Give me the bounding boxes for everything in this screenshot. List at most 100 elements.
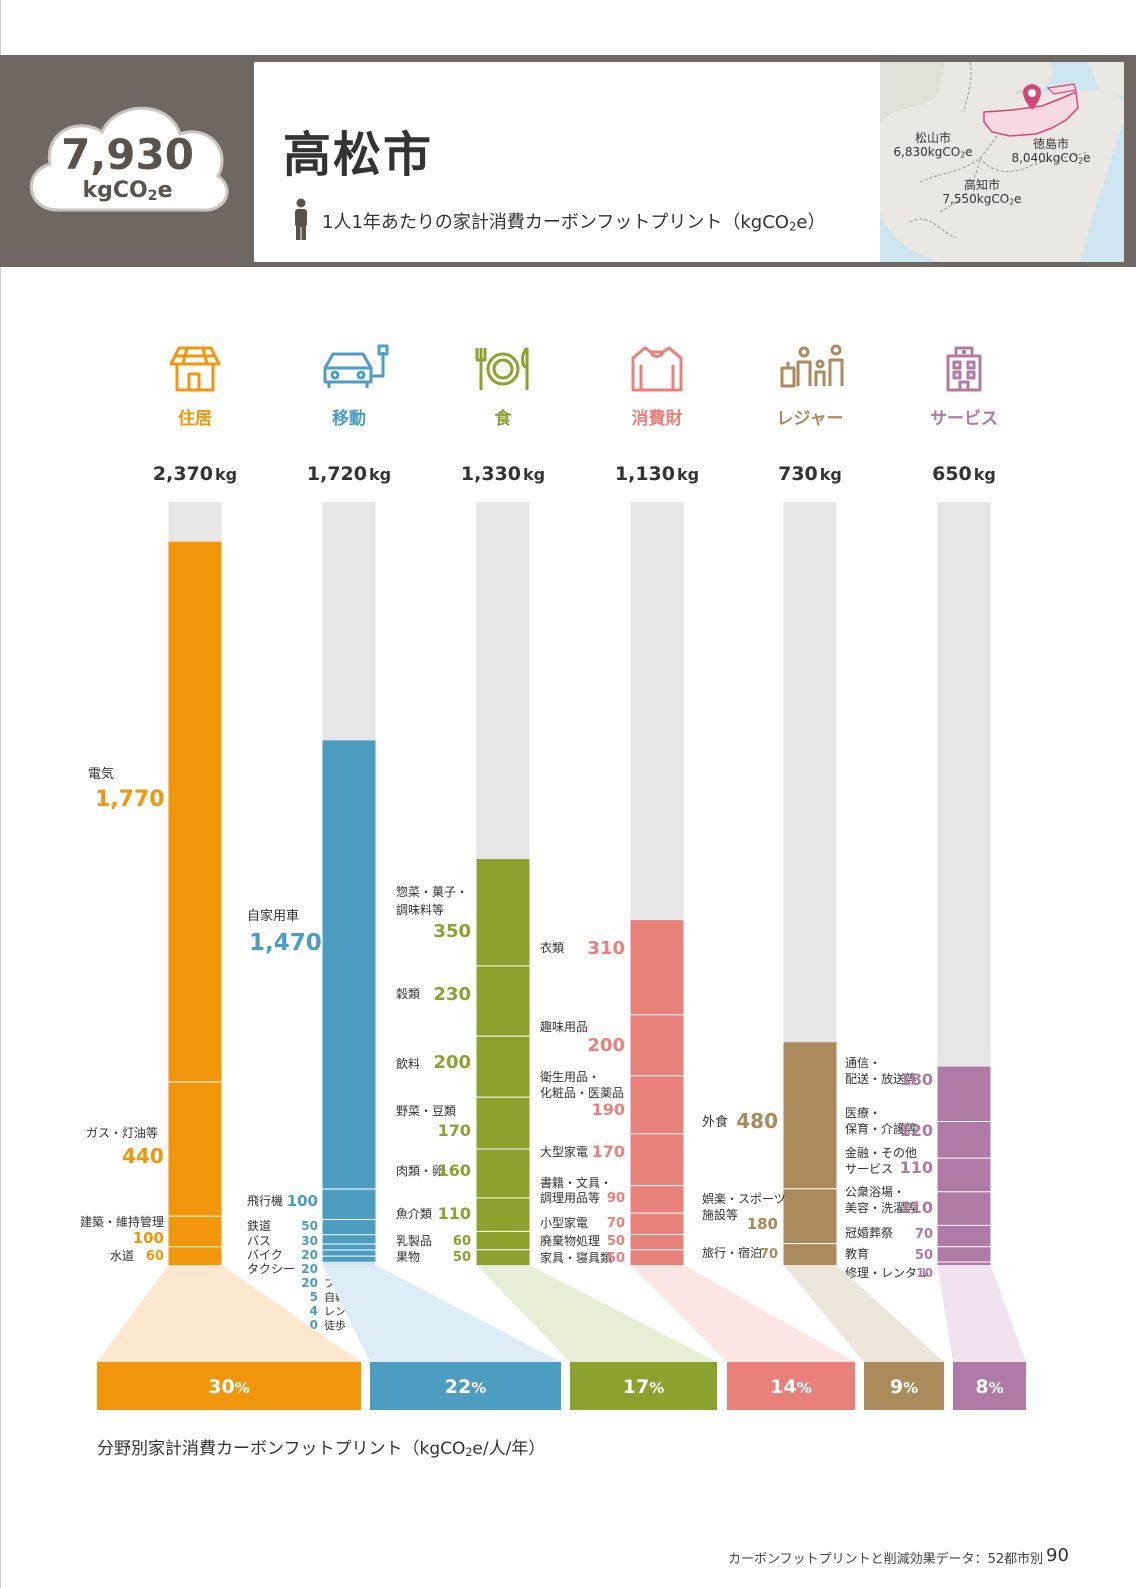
header-subtitle: 1人1年あたりの家計消費カーボンフットプリント（kgCO2e）	[322, 212, 826, 234]
segment-label: 野菜・豆類	[396, 1104, 456, 1118]
segment-label: 徒歩	[324, 1318, 346, 1332]
map-label-tokushima: 徳島市 8,040kgCO2e	[1011, 137, 1091, 166]
bar-segment	[322, 1219, 376, 1235]
segment-label: ガス・灯油等	[86, 1126, 158, 1140]
total-value: 7,930	[61, 130, 194, 179]
segment-value: 50	[915, 1248, 933, 1263]
segment-label: 外食	[702, 1114, 728, 1130]
segment-value: 20	[301, 1248, 318, 1262]
bar-segment	[937, 1225, 991, 1247]
bar-segment	[630, 1075, 684, 1134]
segment-label: 趣味用品	[540, 1019, 588, 1034]
percent-box	[97, 1362, 361, 1410]
percent-box	[864, 1362, 944, 1410]
percent-label: 30%	[208, 1376, 249, 1398]
segment-value: 30	[301, 1234, 318, 1248]
segment-value: 350	[433, 921, 471, 942]
segment-label: 廃棄物処理	[540, 1233, 600, 1248]
segment-value: 0	[310, 1318, 318, 1332]
bar-segment	[937, 1066, 991, 1122]
bar-segment	[783, 1243, 837, 1265]
segment-value: 20	[301, 1262, 318, 1276]
segment-label: 娯楽・スポーツ	[702, 1192, 786, 1206]
category-total: 1,330 kg	[461, 463, 545, 485]
segment-label: 飛行機	[247, 1193, 283, 1208]
segment-label: 施設等	[702, 1207, 738, 1222]
segment-label: 冠婚葬祭	[845, 1226, 893, 1240]
page-left-rule	[0, 0, 1, 1588]
segment-value: 50	[301, 1219, 318, 1233]
segment-label: 飲料	[396, 1056, 420, 1071]
segment-value: 170	[592, 1142, 625, 1161]
footer-text: カーボンフットプリントと削減効果データ：52都市別	[728, 1552, 1044, 1567]
shikoku-map	[880, 62, 1124, 262]
segment-label: サービス	[845, 1162, 893, 1176]
bar-segment	[630, 920, 684, 1015]
bar-segment	[937, 1191, 991, 1226]
segment-label: 修理・レンタル	[845, 1265, 929, 1280]
segment-label: 自家用車	[247, 908, 299, 924]
bar-segment	[322, 740, 376, 1190]
segment-value: 70	[915, 1227, 933, 1242]
percent-label: 17%	[623, 1376, 664, 1398]
segment-label: バス	[247, 1234, 271, 1248]
bar-segment	[630, 1014, 684, 1076]
segment-label: 通信・	[845, 1056, 881, 1070]
total-unit: kgCO2e	[82, 178, 173, 204]
category-total: 650 kg	[932, 463, 996, 485]
segment-value: 180	[747, 1215, 778, 1233]
segment-label: 配送・放送等	[845, 1071, 917, 1086]
bar-segment	[168, 1246, 222, 1265]
fan-connector	[476, 1265, 717, 1362]
segment-label: バイク	[247, 1248, 283, 1262]
percent-label: 8%	[975, 1376, 1003, 1398]
bar-segment	[630, 1234, 684, 1250]
category-total: 1,720 kg	[307, 463, 391, 485]
percent-label: 14%	[770, 1376, 811, 1398]
segment-value: 60	[453, 1234, 471, 1249]
category-name: レジャー	[776, 409, 843, 429]
bar-segment	[322, 1263, 376, 1265]
segment-value: 100	[287, 1192, 318, 1210]
percent-box	[727, 1362, 855, 1410]
dining-icon	[475, 346, 529, 390]
building-icon	[946, 346, 982, 392]
map-label-matsuyama: 松山市 6,830kgCO2e	[893, 131, 973, 160]
bar-segment	[476, 965, 530, 1037]
fan-connector	[783, 1265, 944, 1362]
category-name: 移動	[332, 408, 366, 429]
segment-label: 保育・介護等	[845, 1121, 917, 1136]
segment-value: 190	[592, 1100, 625, 1119]
category-name: 消費財	[632, 408, 683, 429]
category-name: 住居	[178, 408, 212, 429]
segment-value: 1,770	[95, 787, 165, 812]
fan-connector	[322, 1265, 561, 1362]
segment-value: 10	[916, 1266, 933, 1280]
segment-value: 230	[433, 984, 471, 1005]
location-pin-icon	[1023, 84, 1041, 110]
category-total: 730 kg	[778, 463, 842, 485]
segment-value: 70	[607, 1216, 625, 1231]
segment-label: 衛生用品・	[540, 1070, 600, 1084]
segment-label: 水道	[110, 1249, 134, 1263]
percent-box	[953, 1362, 1026, 1410]
page-number: 90	[1046, 1545, 1069, 1566]
house-icon	[169, 346, 221, 392]
category-total: 1,130 kg	[615, 463, 699, 485]
segment-label: 肉類・卵	[396, 1164, 444, 1178]
fan-connector	[97, 1265, 361, 1362]
segment-label: 教育	[845, 1246, 869, 1261]
segment-label: 魚介類	[396, 1207, 432, 1221]
bar-segment	[630, 1213, 684, 1235]
percent-box	[570, 1362, 717, 1410]
bar-segment	[322, 1234, 376, 1244]
category-name: サービス	[930, 409, 998, 429]
bar-segment	[937, 1246, 991, 1262]
segment-value: 60	[146, 1249, 164, 1264]
segment-value: 440	[122, 1144, 164, 1168]
segment-value: 20	[301, 1276, 318, 1290]
fan-connector	[937, 1265, 1026, 1362]
bar-segment	[630, 1185, 684, 1214]
segment-label: 美容・洗濯等	[845, 1200, 917, 1215]
segment-value: 5	[310, 1290, 318, 1304]
